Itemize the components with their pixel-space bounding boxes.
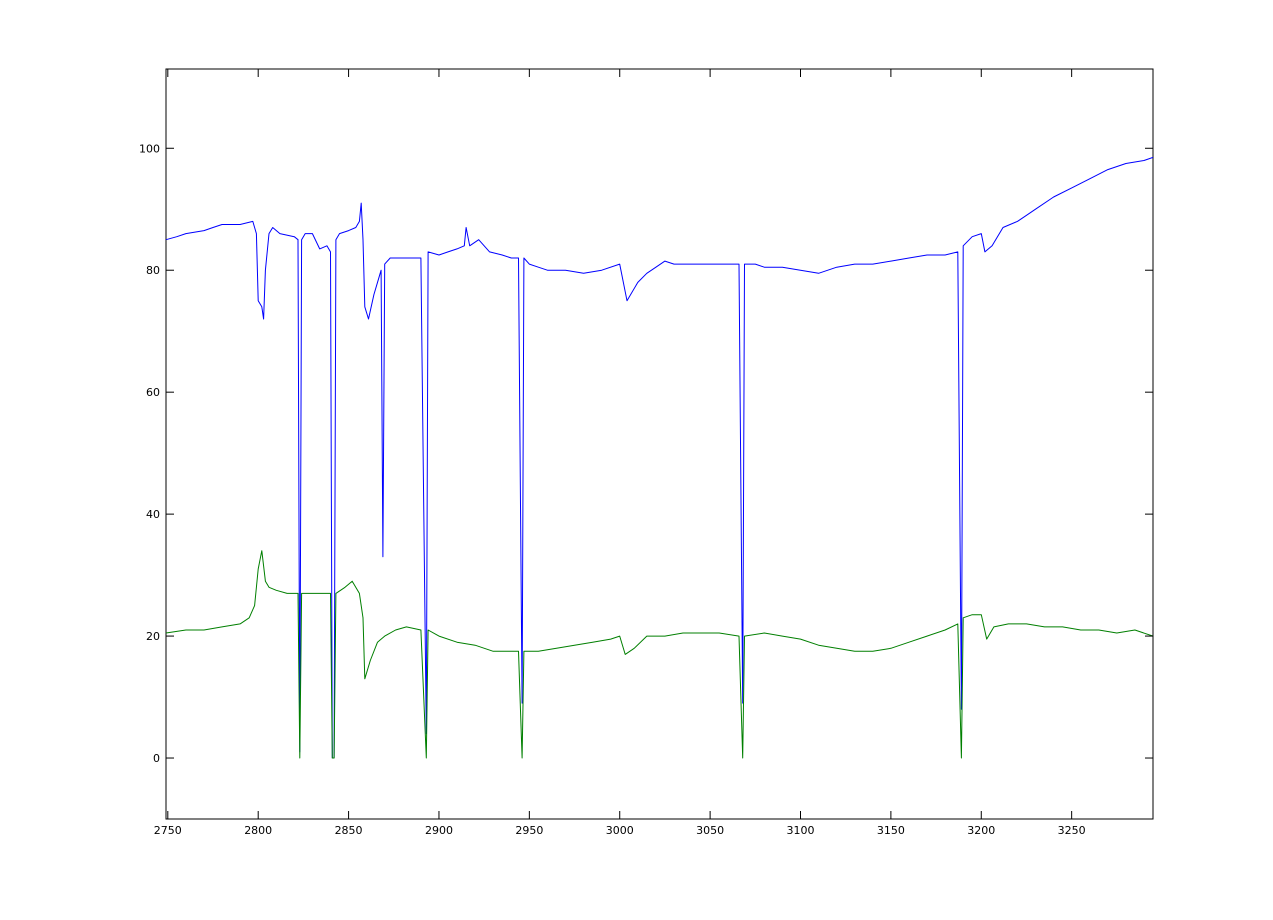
x-tick-label: 2800 xyxy=(244,824,272,837)
x-tick-label: 2950 xyxy=(515,824,543,837)
tick-layer: 2750 2800 2850 2900 2950 3000 3050 3100 3150 3200… xyxy=(139,69,1153,837)
series-line-2 xyxy=(165,550,1154,759)
series-layer xyxy=(165,156,1154,759)
y-tick-label: 0 xyxy=(153,752,160,765)
x-tick-label: 3250 xyxy=(1058,824,1086,837)
y-tick-label: 80 xyxy=(146,264,160,277)
x-tick-label: 3150 xyxy=(877,824,905,837)
x-tick-label: 2750 xyxy=(154,824,182,837)
y-tick-label: 40 xyxy=(146,508,160,521)
axes-box xyxy=(165,68,1154,820)
x-tick-label: 3000 xyxy=(606,824,634,837)
x-tick-label: 3200 xyxy=(967,824,995,837)
x-tick-label: 3050 xyxy=(696,824,724,837)
y-tick-label: 100 xyxy=(139,142,160,155)
x-tick-label: 2900 xyxy=(425,824,453,837)
plot-area: 2750 2800 2850 2900 2950 3000 3050 3100 3150 3200… xyxy=(139,68,1154,837)
y-tick-label: 20 xyxy=(146,630,160,643)
x-tick-label: 2850 xyxy=(335,824,363,837)
x-tick-label: 3100 xyxy=(787,824,815,837)
y-tick-label: 60 xyxy=(146,386,160,399)
